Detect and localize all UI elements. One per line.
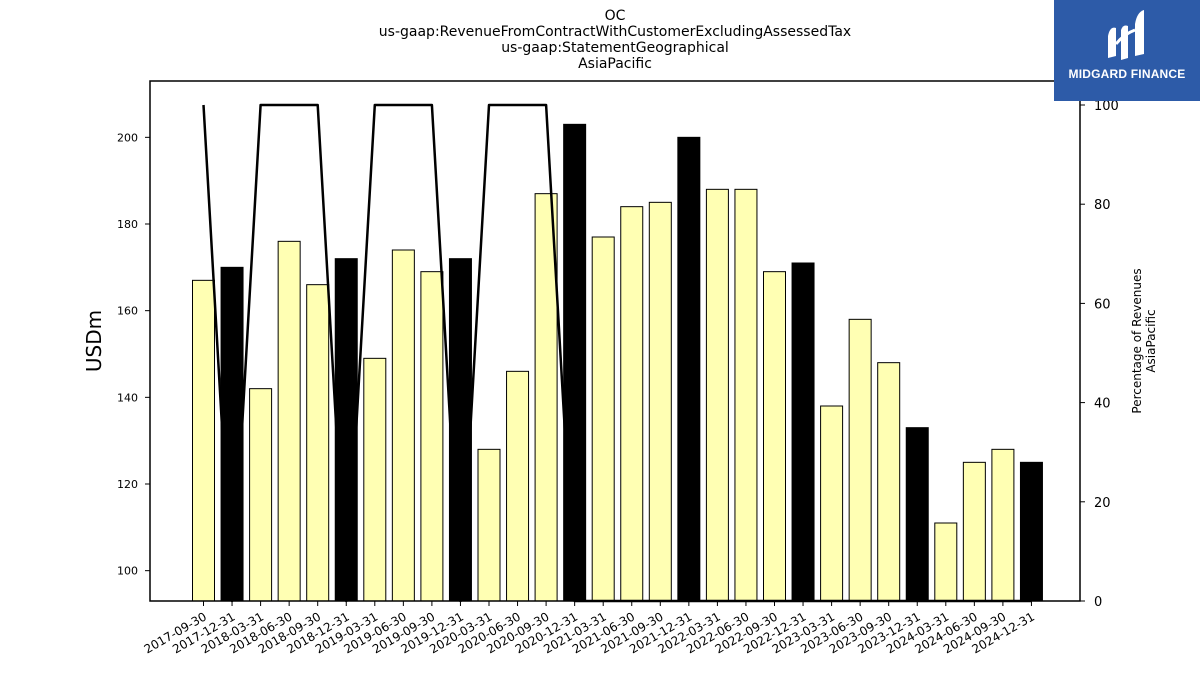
bar xyxy=(334,258,358,602)
y2-axis-label: Percentage of Revenues xyxy=(1130,268,1144,413)
bar xyxy=(705,188,729,602)
chart-title-line: us-gaap:RevenueFromContractWithCustomerE… xyxy=(379,24,851,40)
bar xyxy=(477,448,501,602)
bar xyxy=(763,271,786,602)
y2-tick-label: 100 xyxy=(1094,99,1119,114)
y2-axis-label: AsiaPacific xyxy=(1144,309,1158,372)
midgard-finance-logo: MIDGARD FINANCE xyxy=(1054,0,1200,101)
bar xyxy=(448,258,472,602)
bar xyxy=(420,271,444,602)
bar xyxy=(306,284,330,602)
chart-title: OCus-gaap:RevenueFromContractWithCustome… xyxy=(379,8,851,72)
chart-title-line: us-gaap:StatementGeographical xyxy=(501,40,729,56)
bar xyxy=(363,357,387,602)
bar xyxy=(791,262,815,602)
bar xyxy=(220,266,244,602)
bar xyxy=(591,236,615,602)
logo-text: MIDGARD FINANCE xyxy=(1068,67,1186,81)
bar xyxy=(905,427,929,602)
chart-title-line: AsiaPacific xyxy=(578,56,652,72)
y-tick-label: 140 xyxy=(117,391,138,404)
bars-group xyxy=(192,123,1043,602)
bar xyxy=(991,448,1015,602)
axes-group xyxy=(149,80,1081,602)
y2-tick-label: 80 xyxy=(1094,198,1111,213)
y-tick-label: 120 xyxy=(117,478,138,491)
bar xyxy=(648,201,672,602)
bar xyxy=(820,405,844,602)
bar xyxy=(962,461,986,602)
bar xyxy=(1019,461,1043,602)
bar xyxy=(620,206,644,602)
bar xyxy=(391,249,415,602)
y-tick-label: 200 xyxy=(117,131,138,144)
plot-frame xyxy=(149,80,1081,602)
y2-tick-label: 60 xyxy=(1094,297,1111,312)
bar xyxy=(734,188,758,602)
bar xyxy=(848,318,872,602)
bar xyxy=(506,370,530,602)
y2-tick-label: 20 xyxy=(1094,496,1111,511)
bar xyxy=(192,279,215,602)
y-tick-label: 160 xyxy=(117,305,138,318)
bar xyxy=(563,123,587,602)
bar xyxy=(277,240,301,602)
y2-tick-label: 0 xyxy=(1094,595,1102,610)
bar xyxy=(677,136,701,602)
y2-tick-label: 40 xyxy=(1094,397,1111,412)
midgard-logo-icon xyxy=(1108,10,1144,60)
y-tick-label: 180 xyxy=(117,218,138,231)
chart-title-line: OC xyxy=(605,8,626,24)
tick-labels-group: 1001201401601802000204060801002017-09-30… xyxy=(82,99,1158,656)
y-tick-label: 100 xyxy=(117,565,138,578)
y-axis-label: USDm xyxy=(82,310,106,372)
bar xyxy=(877,362,901,602)
bar xyxy=(934,522,958,602)
bar xyxy=(249,388,273,602)
